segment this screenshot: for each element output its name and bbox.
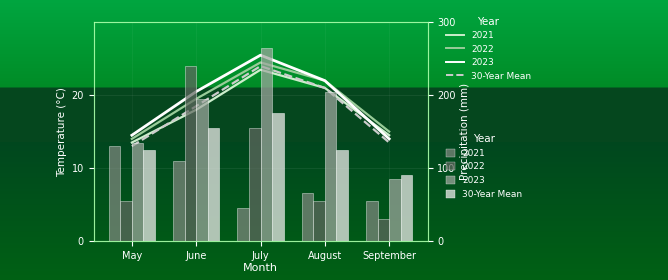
Bar — [237, 208, 249, 241]
Bar — [173, 161, 184, 241]
Legend: 2021, 2022, 2023, 30-Year Mean: 2021, 2022, 2023, 30-Year Mean — [442, 130, 526, 202]
Bar — [208, 128, 219, 241]
Bar — [109, 146, 120, 241]
Bar — [272, 113, 284, 241]
Bar — [144, 150, 155, 241]
Bar — [302, 193, 313, 241]
Bar — [337, 150, 348, 241]
Bar — [389, 179, 401, 241]
Bar — [325, 92, 337, 241]
Legend: 2021, 2022, 2023, 30-Year Mean: 2021, 2022, 2023, 30-Year Mean — [442, 13, 534, 84]
Bar — [196, 99, 208, 241]
Bar — [132, 143, 144, 241]
Bar — [120, 201, 132, 241]
Bar — [261, 48, 272, 241]
Bar — [184, 66, 196, 241]
Y-axis label: Precipitation (mm): Precipitation (mm) — [460, 83, 470, 180]
Bar — [313, 201, 325, 241]
Bar — [377, 219, 389, 241]
Bar — [366, 201, 377, 241]
Bar — [249, 128, 261, 241]
Bar — [401, 175, 412, 241]
X-axis label: Month: Month — [243, 263, 278, 273]
Y-axis label: Temperature (°C): Temperature (°C) — [57, 87, 67, 176]
